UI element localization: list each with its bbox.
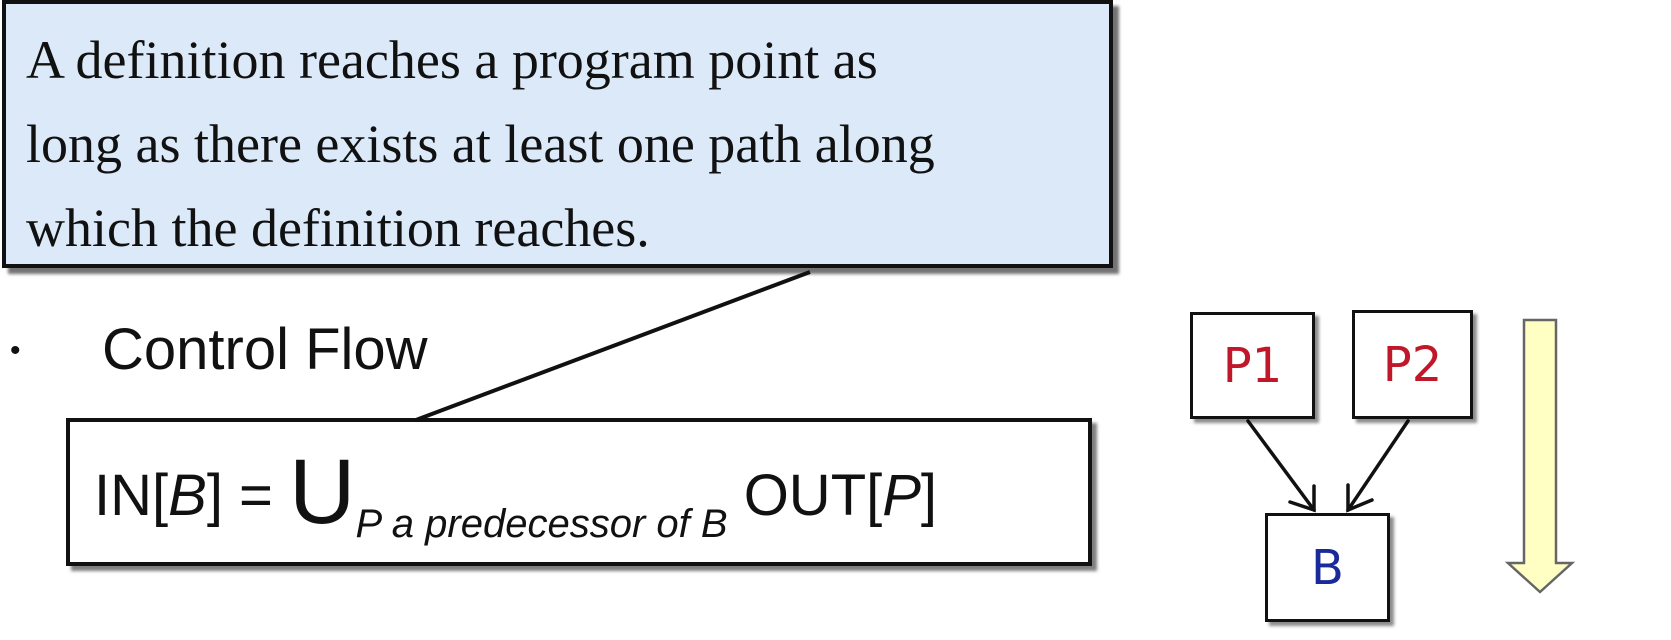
node-p1-label: P1 xyxy=(1222,337,1283,394)
out-variable: P xyxy=(882,463,921,528)
out-suffix: ] xyxy=(920,463,938,528)
cfg-node-p2: P2 xyxy=(1352,310,1473,419)
node-p2-label: P2 xyxy=(1382,336,1443,393)
in-prefix: IN[ xyxy=(94,463,169,528)
in-variable: B xyxy=(168,463,207,528)
bullet-label: Control Flow xyxy=(102,317,428,382)
callout-line-1: A definition reaches a program point as xyxy=(26,30,878,90)
definition-callout: A definition reaches a program point as … xyxy=(2,0,1113,268)
edge-p2-arrowhead xyxy=(1346,483,1374,513)
out-prefix: OUT[ xyxy=(743,463,883,528)
callout-text: A definition reaches a program point as … xyxy=(26,18,1106,270)
callout-line-3: which the definition reaches. xyxy=(26,198,650,258)
in-suffix: ] = xyxy=(206,463,273,528)
union-symbol: U xyxy=(289,441,356,543)
edge-p1-arrowhead xyxy=(1288,484,1316,513)
direction-down-arrow-icon xyxy=(1504,318,1576,594)
bullet-dot: • xyxy=(10,334,21,367)
cfg-node-p1: P1 xyxy=(1190,312,1315,419)
callout-line-2: long as there exists at least one path a… xyxy=(26,114,935,174)
node-b-label: B xyxy=(1311,539,1344,596)
dataflow-equation: IN[B] = UP a predecessor of B OUT[P] xyxy=(94,440,937,547)
cfg-node-b: B xyxy=(1265,513,1390,622)
edge-p2-to-b xyxy=(1346,419,1410,512)
formula-box: IN[B] = UP a predecessor of B OUT[P] xyxy=(66,418,1092,566)
union-subscript: P a predecessor of B xyxy=(355,502,728,546)
edge-p1-to-b xyxy=(1246,419,1316,512)
